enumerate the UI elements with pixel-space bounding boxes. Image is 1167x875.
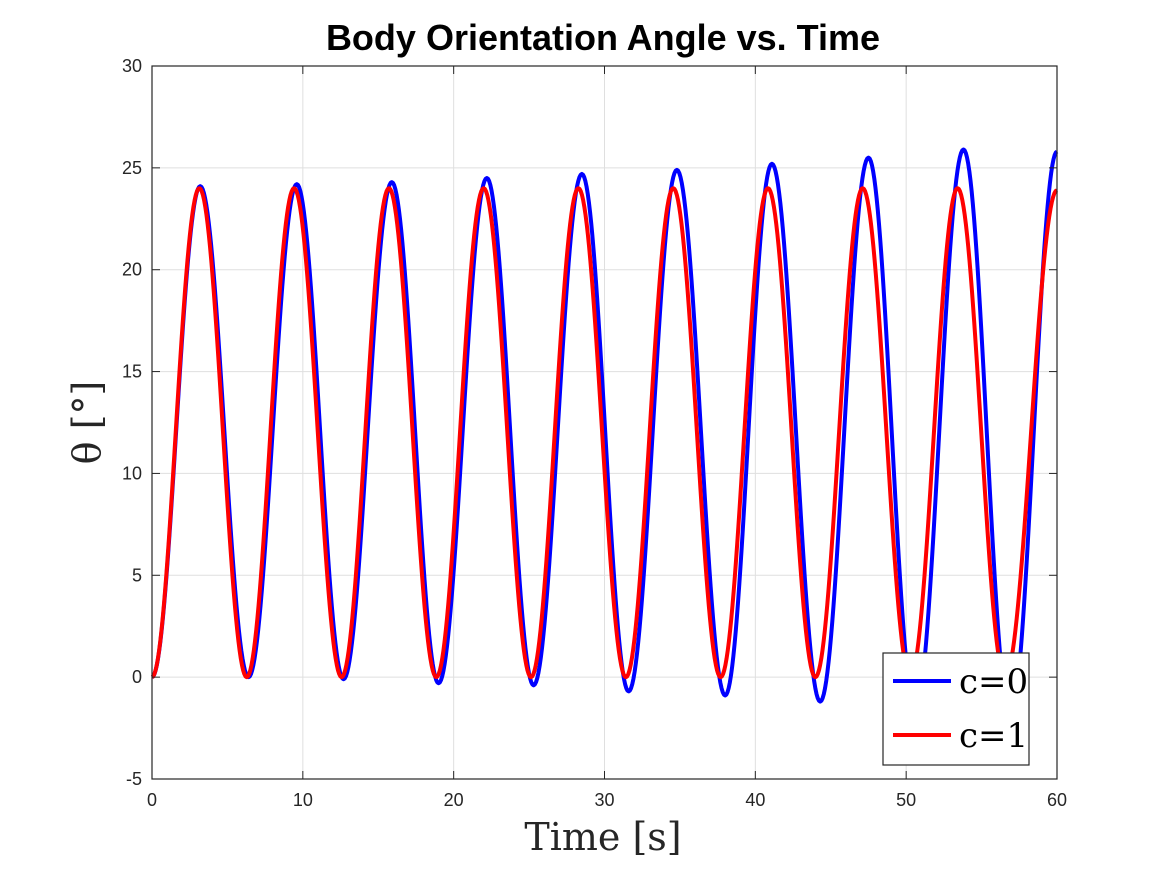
x-tick-label: 0 xyxy=(147,790,157,810)
x-axis-label: Time [s] xyxy=(524,815,681,859)
y-tick-label: 20 xyxy=(122,260,142,280)
y-tick-label: -5 xyxy=(126,769,142,789)
x-tick-label: 40 xyxy=(745,790,765,810)
x-tick-label: 60 xyxy=(1047,790,1067,810)
chart-title: Body Orientation Angle vs. Time xyxy=(326,17,880,58)
y-tick-label: 25 xyxy=(122,158,142,178)
y-tick-label: 0 xyxy=(132,667,142,687)
x-tick-label: 20 xyxy=(444,790,464,810)
y-tick-label: 10 xyxy=(122,463,142,483)
y-axis-label: θ [°] xyxy=(65,381,109,465)
y-tick-label: 15 xyxy=(122,362,142,382)
x-tick-label: 30 xyxy=(594,790,614,810)
legend-box xyxy=(882,652,1030,766)
y-tick-label: 5 xyxy=(132,565,142,585)
legend-label: c=0 xyxy=(959,662,1028,702)
x-tick-label: 50 xyxy=(896,790,916,810)
x-tick-label: 10 xyxy=(293,790,313,810)
series-line-c1 xyxy=(150,186,1058,680)
legend: c=0c=1 xyxy=(882,652,1030,766)
y-tick-label: 30 xyxy=(122,56,142,76)
legend-label: c=1 xyxy=(959,716,1028,756)
